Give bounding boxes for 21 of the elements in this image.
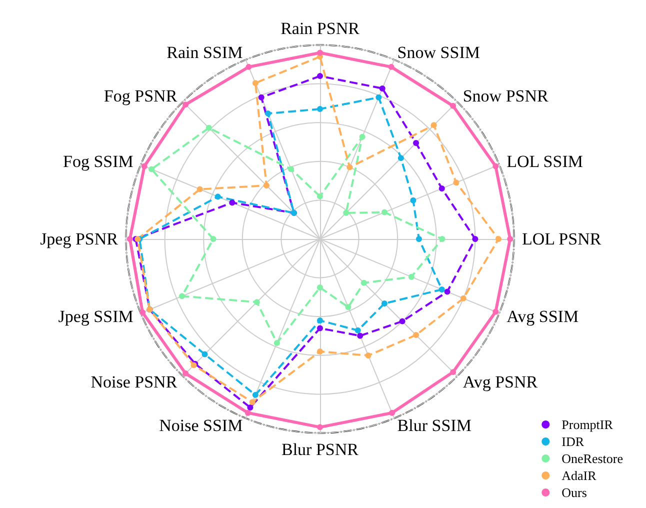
spoke-label: Fog PSNR (104, 86, 178, 106)
legend-label: AdaIR (562, 468, 597, 483)
legend-label: Ours (562, 485, 587, 500)
legend-label: PromptIR (562, 417, 614, 432)
spoke-label: Jpeg PSNR (40, 230, 119, 248)
spoke-label: LOL PSNR (522, 230, 602, 248)
spoke-label: LOL SSIM (506, 152, 583, 172)
spoke-label: Rain PSNR (280, 19, 360, 38)
spoke-label: Blur SSIM (397, 416, 472, 436)
spoke-label: Jpeg SSIM (58, 306, 134, 326)
spoke-label: Blur PSNR (282, 440, 360, 459)
spoke-label: Noise SSIM (159, 416, 243, 436)
spoke-label: Avg SSIM (506, 306, 579, 326)
spoke-label: Noise PSNR (90, 372, 178, 392)
spoke-label: Rain SSIM (166, 42, 243, 62)
legend-label: IDR (562, 434, 584, 449)
spoke-label: Snow SSIM (397, 42, 480, 62)
spoke-label: Snow PSNR (462, 86, 550, 106)
spoke-label: Fog SSIM (62, 152, 134, 172)
legend-label: OneRestore (562, 451, 624, 466)
spoke-label: Avg PSNR (462, 372, 538, 392)
